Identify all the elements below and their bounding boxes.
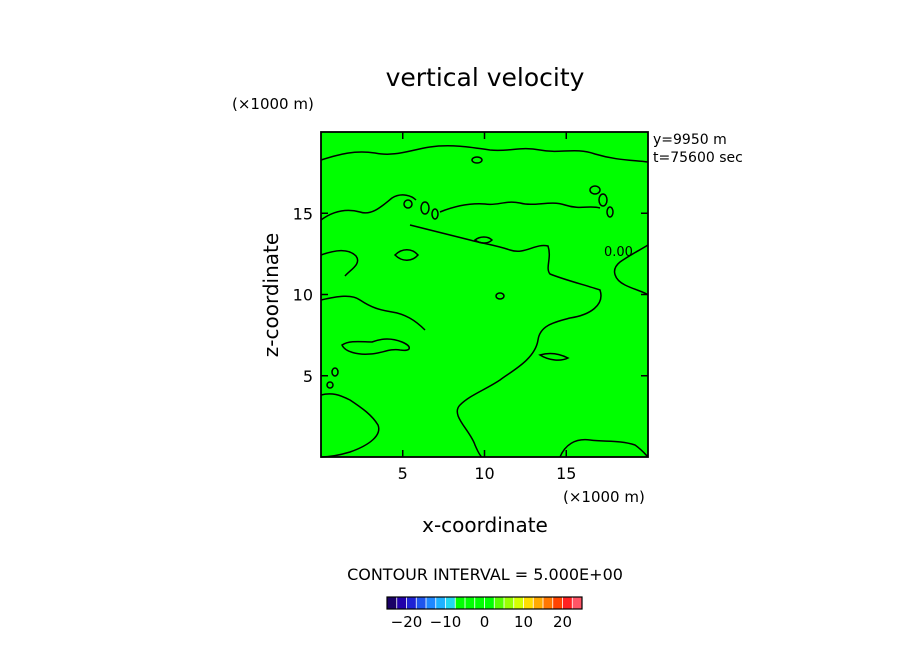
colorbar-swatch-19	[572, 597, 583, 609]
contour-small-7	[471, 156, 483, 164]
contour-small-9	[326, 381, 334, 389]
colorbar-swatch-0	[387, 597, 398, 609]
colorbar-swatch-4	[426, 597, 437, 609]
y-position-annotation: y=9950 m	[653, 132, 727, 148]
colorbar-tick-label-1: −10	[430, 613, 462, 631]
colorbar-tick-label-3: 10	[514, 613, 533, 631]
x-axis-ticks: 5 10 15	[398, 132, 576, 483]
contour-loop-2	[538, 352, 570, 361]
colorbar-frame	[386, 596, 583, 610]
x-tick-label-15: 15	[556, 464, 576, 483]
contour-small-8	[495, 292, 505, 300]
y-tick-label-15: 15	[293, 204, 313, 223]
colorbar-swatch-18	[562, 597, 573, 609]
y-axis-ticks: 5 10 15	[293, 204, 648, 386]
contour-small-4	[420, 201, 430, 215]
contour-top	[320, 145, 649, 163]
contour-interval-label: CONTOUR INTERVAL = 5.000E+00	[347, 565, 623, 584]
contour-loop-1	[341, 338, 410, 355]
colorbar-swatch-1	[396, 597, 407, 609]
colorbar-tick-label-0: −20	[391, 613, 423, 631]
y-tick-label-10: 10	[293, 286, 313, 305]
colorbar-swatch-16	[543, 597, 554, 609]
chart-title: vertical velocity	[386, 63, 585, 92]
colorbar-swatch-9	[474, 597, 485, 609]
contour-center	[409, 224, 602, 458]
colorbar-swatch-2	[406, 597, 417, 609]
y-tick-label-5: 5	[303, 367, 313, 386]
contour-upper-band-2	[439, 201, 601, 213]
colorbar-tick-label-2: 0	[480, 613, 490, 631]
contour-mid	[320, 249, 359, 277]
x-tick-label-10: 10	[474, 464, 494, 483]
colorbar-tick-label-4: 20	[553, 613, 572, 631]
time-annotation: t=75600 sec	[653, 150, 743, 166]
colorbar-swatch-17	[552, 597, 563, 609]
contour-small-12	[393, 249, 419, 261]
colorbar-swatch-6	[445, 597, 456, 609]
colorbar-swatch-3	[416, 597, 427, 609]
contour-bottom-left	[320, 393, 380, 458]
y-axis-label: z-coordinate	[259, 233, 283, 357]
contour-left-lower	[320, 295, 426, 331]
contour-label: 0.00	[604, 245, 633, 260]
contour-lines	[320, 145, 649, 458]
colorbar-swatch-8	[465, 597, 476, 609]
colorbar-swatch-12	[504, 597, 515, 609]
colorbar-swatch-5	[435, 597, 446, 609]
contour-small-5	[431, 208, 439, 220]
x-tick-label-5: 5	[398, 464, 408, 483]
colorbar-swatch-7	[455, 597, 466, 609]
x-axis-label: x-coordinate	[422, 513, 548, 537]
colorbar-tick-labels: −20 −10 0 10 20	[391, 613, 572, 631]
colorbar	[386, 596, 583, 610]
contour-small-2	[598, 193, 608, 207]
x-axis-unit: (×1000 m)	[563, 488, 645, 506]
velocity-field	[321, 132, 648, 457]
contour-small-10	[331, 367, 339, 377]
y-axis-unit: (×1000 m)	[232, 95, 314, 113]
contour-small-3	[606, 206, 614, 218]
colorbar-swatch-15	[533, 597, 544, 609]
colorbar-swatch-13	[513, 597, 524, 609]
contour-upper-band	[320, 194, 417, 221]
colorbar-swatch-10	[484, 597, 495, 609]
colorbar-swatch-11	[494, 597, 505, 609]
contour-small-6	[403, 199, 413, 209]
contour-small-11	[473, 236, 494, 244]
contour-small-1	[589, 185, 601, 195]
contour-bottom-right	[559, 438, 649, 458]
colorbar-swatch-14	[523, 597, 534, 609]
contour-right	[613, 244, 649, 296]
